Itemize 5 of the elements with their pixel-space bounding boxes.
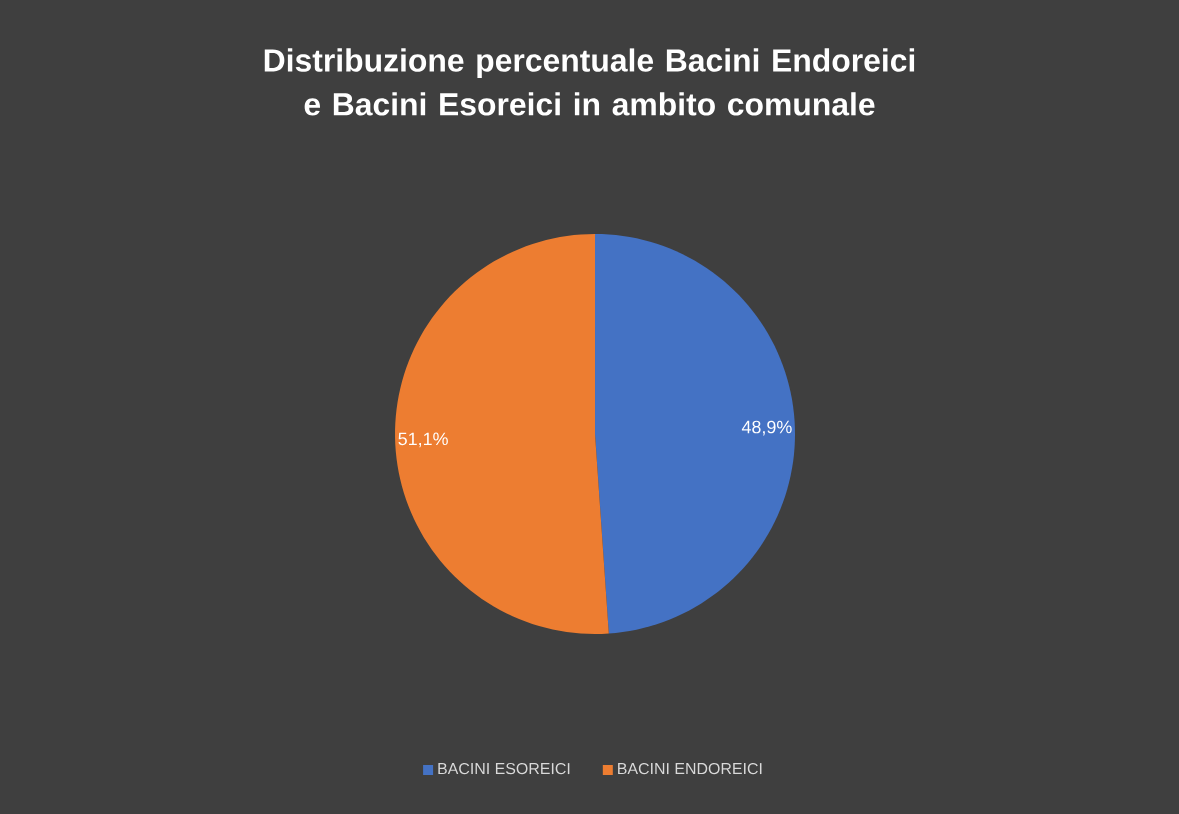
data-label: 51,1% [398, 432, 448, 448]
chart-title: Distribuzione percentuale Bacini Endoreici e Bacini Esoreici in ambito comunale [264, 48, 915, 116]
legend-label: BACINI ENDOREICI [618, 762, 762, 775]
data-label: 48,9% [741, 420, 792, 436]
legend-label: BACINI ESOREICI [438, 762, 570, 775]
